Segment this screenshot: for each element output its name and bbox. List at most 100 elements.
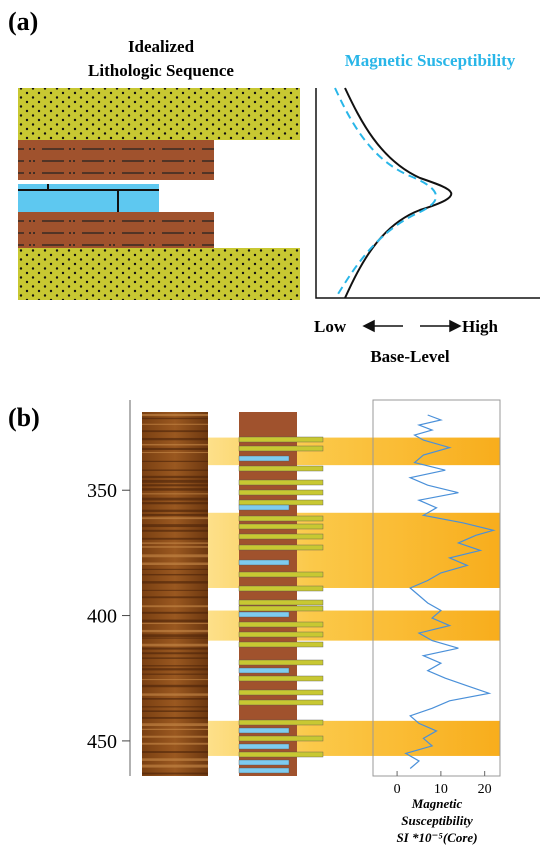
core-stripe [142, 417, 208, 420]
core-stripe [142, 488, 208, 491]
core-stripe [142, 460, 208, 463]
core-stripe [142, 430, 208, 433]
core-stripe [142, 643, 208, 647]
column-title: Lithologic Sequence [88, 61, 234, 80]
core-stripe [142, 723, 208, 727]
limestone-layer [238, 559, 290, 566]
sand-layer [238, 719, 324, 726]
core-stripe [142, 684, 208, 688]
y-tick-label: 450 [87, 731, 117, 753]
core-stripe [142, 622, 208, 625]
core-stripe [142, 497, 208, 501]
axis-label: Base-Level [370, 347, 450, 366]
core-stripe [142, 568, 208, 570]
core-stripe [142, 665, 208, 667]
core-stripe [142, 657, 208, 659]
sand-layer [238, 445, 324, 452]
limestone-layer [238, 611, 290, 618]
x-tick-label: 0 [394, 782, 401, 797]
core-stripe [142, 524, 208, 528]
core-stripe [142, 637, 208, 639]
core-stripe [142, 697, 208, 700]
sand-layer [238, 621, 324, 628]
core-stripe [142, 451, 208, 454]
core-stripe [142, 513, 208, 516]
core-stripe [142, 484, 208, 487]
core-stripe [142, 764, 208, 768]
core-stripe [142, 652, 208, 655]
core-stripe [142, 710, 208, 712]
sand-layer [238, 675, 324, 682]
sand-layer [238, 599, 324, 606]
core-stripes [142, 414, 208, 775]
sand-layer [238, 571, 324, 578]
core-stripe [142, 447, 208, 451]
core-stripe [142, 758, 208, 761]
y-tick-label: 350 [87, 480, 117, 502]
sand-layer [238, 465, 324, 472]
column-title: Idealized [128, 37, 195, 56]
core-stripe [142, 437, 208, 441]
core-stripe [142, 573, 208, 576]
core-stripe [142, 529, 208, 532]
sand-layer [238, 523, 324, 530]
core-stripe [142, 542, 208, 544]
core-stripe [142, 414, 208, 416]
core-stripe [142, 562, 208, 566]
core-stripe [142, 647, 208, 650]
core-stripe [142, 479, 208, 483]
limestone-layer [238, 667, 290, 674]
limestone-layer [238, 759, 290, 766]
core-stripe [142, 596, 208, 599]
sand-layer [238, 436, 324, 443]
core-stripe [142, 502, 208, 505]
core-stripe [142, 493, 208, 495]
core-stripe [142, 735, 208, 738]
plot: 350 400 450 0 10 20 [87, 414, 496, 797]
sand-layer [238, 735, 324, 742]
core-stripe [142, 554, 208, 558]
limestone-layer [238, 727, 290, 734]
y-tick-label: 400 [87, 606, 117, 628]
lithology-layers [238, 436, 324, 774]
sand-layer [238, 489, 324, 496]
limestone-layer [238, 504, 290, 511]
core-stripe [142, 673, 208, 675]
arrows [362, 319, 462, 333]
base-level-curve [315, 87, 540, 299]
sand-layer [238, 533, 324, 540]
core-stripe [142, 537, 208, 540]
limestone-layer [238, 767, 290, 774]
x-label: Magnetic [411, 796, 463, 811]
sand-layer [238, 499, 324, 506]
core-stripe [142, 546, 208, 548]
core-stripe [142, 728, 208, 730]
axis-high: High [462, 317, 498, 336]
x-tick-label: 20 [478, 782, 492, 797]
x-tick-label: 10 [434, 782, 448, 797]
core-stripe [142, 751, 208, 753]
susceptibility-line [404, 414, 496, 769]
sand-layer [238, 585, 324, 592]
core-stripe [142, 589, 208, 591]
x-label: SI *10⁻⁵(Core) [396, 830, 477, 845]
core-stripe [142, 693, 208, 696]
sand-layer [238, 751, 324, 758]
core-stripe [142, 634, 208, 637]
limestone-layer [238, 743, 290, 750]
plot-frame [372, 399, 501, 777]
sand-layer [238, 544, 324, 551]
axis-low: Low [314, 317, 347, 336]
lithology-diagram [18, 88, 300, 300]
core-stripe [142, 668, 208, 671]
core-stripe [142, 742, 208, 745]
curve-title: Magnetic Susceptibility [345, 51, 516, 70]
core-stripe [142, 605, 208, 608]
lithology-column [239, 412, 297, 776]
limestone-layer [238, 455, 290, 462]
core-stripe [142, 679, 208, 681]
core-stripe [142, 619, 208, 623]
sand-layer [238, 689, 324, 696]
core-stripe [142, 443, 208, 446]
